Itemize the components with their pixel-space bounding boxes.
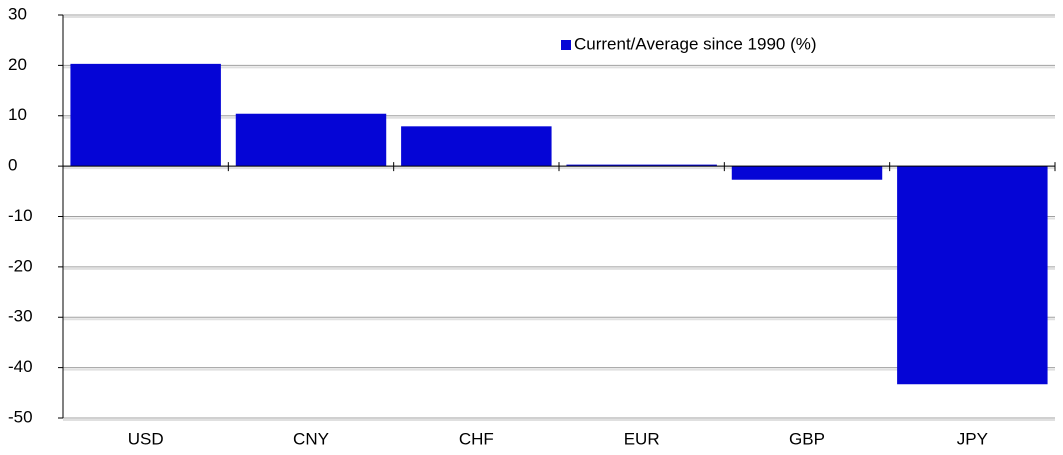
x-tick-label: USD: [128, 429, 164, 448]
legend: Current/Average since 1990 (%): [561, 34, 817, 53]
bar: [897, 166, 1048, 385]
legend-label: Current/Average since 1990 (%): [574, 34, 817, 53]
x-tick-label: CNY: [293, 429, 329, 448]
x-tick-label: GBP: [789, 429, 825, 448]
bar: [566, 164, 717, 167]
x-tick-label: EUR: [624, 429, 660, 448]
y-tick-label: -50: [8, 407, 33, 426]
y-tick-label: -10: [8, 206, 33, 225]
x-tick-label: CHF: [459, 429, 494, 448]
y-tick-label: -20: [8, 256, 33, 275]
bar: [731, 166, 883, 180]
y-tick-label: 10: [8, 105, 27, 124]
legend-swatch: [561, 40, 571, 50]
x-tick-label: JPY: [957, 429, 988, 448]
bar: [401, 126, 552, 167]
bar: [70, 63, 221, 167]
y-tick-label: 0: [8, 156, 17, 175]
y-tick-label: -30: [8, 307, 33, 326]
y-tick-label: 20: [8, 55, 27, 74]
bar: [235, 113, 387, 167]
y-tick-label: -40: [8, 357, 33, 376]
y-tick-label: 30: [8, 4, 27, 23]
